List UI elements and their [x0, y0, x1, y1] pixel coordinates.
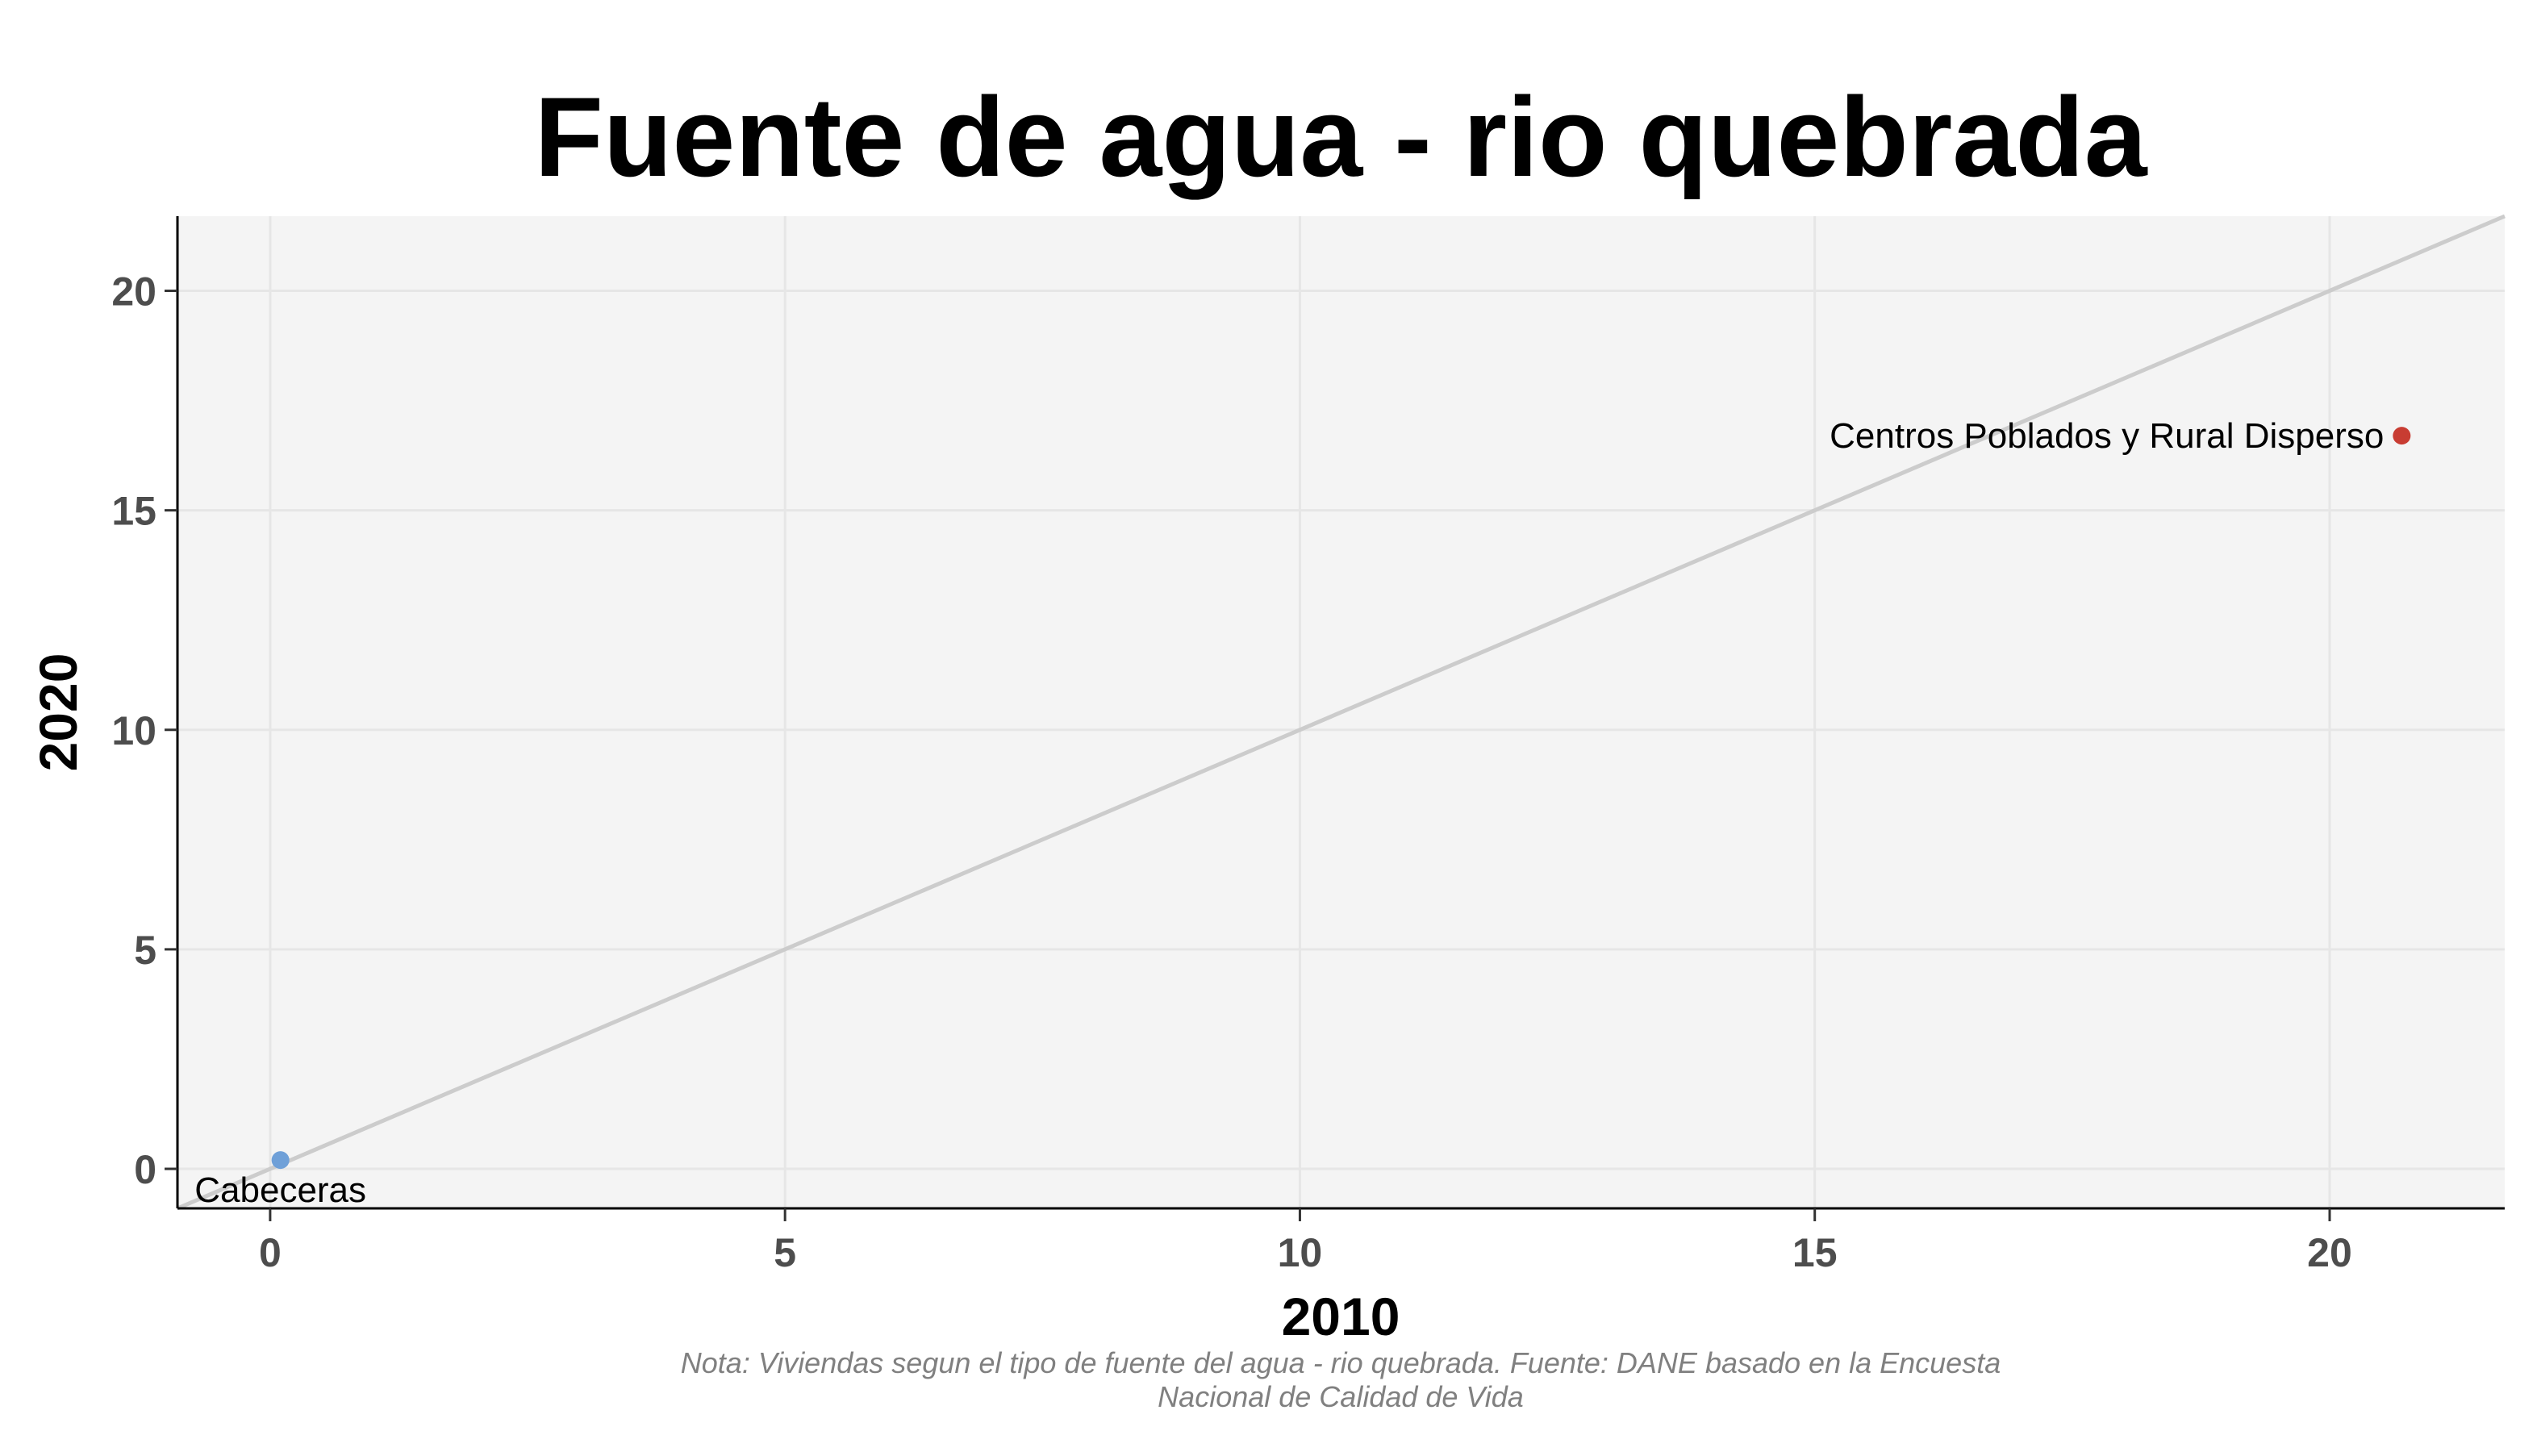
y-tick-label: 10 [111, 708, 156, 753]
y-tick-label: 5 [134, 928, 156, 973]
y-tick-label: 20 [111, 269, 156, 315]
y-axis-label: 2020 [28, 653, 88, 772]
chart-title: Fuente de agua - rio quebrada [534, 73, 2147, 200]
data-points: Cabeceras Centros Poblados y Rural Disper… [194, 416, 2411, 1210]
x-tick-label: 20 [2307, 1230, 2352, 1275]
x-tick-label: 15 [1792, 1230, 1838, 1275]
data-point-label: Cabeceras [194, 1170, 366, 1210]
data-point [2393, 427, 2411, 445]
x-axis-label: 2010 [1282, 1287, 1400, 1346]
reference-line-group [177, 214, 2506, 1211]
y-tick-label: 15 [111, 489, 156, 534]
grid-lines [177, 216, 2505, 1208]
axis-ticks: 0 5 10 15 20 0 5 10 15 20 [111, 269, 2351, 1275]
data-point [271, 1151, 290, 1170]
caption-line-1: Nota: Viviendas segun el tipo de fuente … [681, 1346, 2001, 1379]
reference-line [177, 214, 2506, 1211]
x-tick-label: 5 [774, 1230, 796, 1275]
y-tick-label: 0 [134, 1147, 156, 1192]
x-tick-label: 10 [1278, 1230, 1323, 1275]
caption-line-2: Nacional de Calidad de Vida [1158, 1380, 1524, 1413]
x-tick-label: 0 [259, 1230, 282, 1275]
data-point-label: Centros Poblados y Rural Disperso [1830, 416, 2384, 456]
